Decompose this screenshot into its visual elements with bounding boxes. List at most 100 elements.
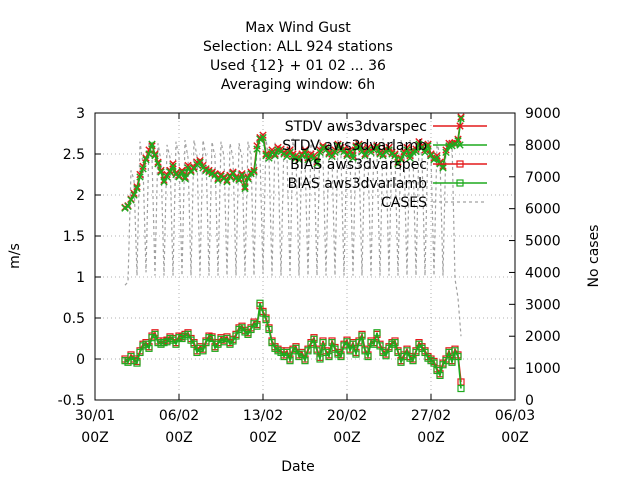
data-point <box>127 196 135 204</box>
x-tick-label: 00Z <box>501 430 528 446</box>
data-point <box>292 344 300 352</box>
x-axis-label: Date <box>281 459 314 475</box>
legend-label: STDV aws3dvarlamb <box>282 138 427 154</box>
data-point <box>322 143 330 152</box>
y-tick-label: 1.5 <box>63 229 85 245</box>
data-point <box>301 357 309 365</box>
data-point <box>169 162 177 170</box>
y-tick-label: 1 <box>76 270 85 286</box>
chart-title: Max Wind Gust Selection: ALL 924 stations… <box>203 20 393 93</box>
data-point <box>190 340 198 348</box>
series-stdv-aws3dvarlamb <box>121 115 465 212</box>
data-point <box>124 202 132 211</box>
data-point <box>313 347 321 355</box>
data-point <box>316 355 324 363</box>
data-point <box>262 316 270 324</box>
x-tick-label: 20/02 <box>327 408 367 424</box>
y2-tick-label: 7000 <box>525 170 561 186</box>
y2-tick-label: 4000 <box>525 265 561 281</box>
x-tick-label: 30/01 <box>75 408 115 424</box>
data-point <box>355 142 363 150</box>
data-point <box>418 143 426 152</box>
y2-axis-label: No cases <box>586 225 602 288</box>
x-tick-label: 00Z <box>249 430 276 446</box>
plot-series <box>121 113 465 393</box>
data-point <box>319 339 327 347</box>
data-point <box>364 352 372 361</box>
data-point <box>271 151 279 160</box>
data-point <box>334 142 342 150</box>
x-tick-label: 27/02 <box>411 408 451 424</box>
y2-tick-label: 9000 <box>525 106 561 122</box>
data-point <box>322 146 330 154</box>
data-point <box>190 165 198 173</box>
data-point <box>145 150 153 158</box>
data-point <box>385 146 393 154</box>
data-point <box>145 344 153 352</box>
data-point <box>403 146 411 154</box>
data-point <box>283 152 291 161</box>
data-point <box>196 156 204 165</box>
data-point <box>361 151 369 160</box>
data-point <box>166 168 174 176</box>
data-point <box>178 168 186 176</box>
series-line <box>124 135 462 337</box>
data-point <box>424 142 432 150</box>
data-point <box>448 358 456 366</box>
legend-label: BIAS aws3dvarlamb <box>288 176 427 192</box>
data-point <box>157 168 165 176</box>
legend-marker <box>456 160 464 168</box>
data-point <box>151 330 159 338</box>
data-point <box>352 350 360 358</box>
data-point <box>457 113 465 121</box>
data-point <box>310 154 318 162</box>
data-point <box>457 384 465 393</box>
title-line: Max Wind Gust <box>245 20 351 36</box>
data-point <box>340 147 348 156</box>
data-point <box>286 148 294 157</box>
data-point <box>238 171 246 180</box>
data-point <box>211 169 219 178</box>
data-point <box>454 352 462 361</box>
data-point <box>214 176 222 184</box>
data-point <box>295 156 303 164</box>
legend-marker <box>456 179 464 187</box>
y2-tick-label: 0 <box>525 393 534 409</box>
data-point <box>349 154 357 162</box>
data-point <box>163 173 171 181</box>
data-point <box>358 147 366 156</box>
y2-tick-label: 6000 <box>525 202 561 218</box>
data-point <box>175 173 183 181</box>
data-point <box>385 143 393 152</box>
x-tick-label: 00Z <box>165 430 192 446</box>
data-point <box>391 151 399 160</box>
data-point <box>331 148 339 157</box>
data-point <box>346 146 354 154</box>
data-point <box>244 174 252 183</box>
data-point <box>250 168 258 176</box>
data-point <box>328 152 336 161</box>
data-point <box>382 352 390 360</box>
data-point <box>184 164 192 172</box>
title-line: Used {12} + 01 02 ... 36 <box>210 58 386 74</box>
data-point <box>238 169 246 178</box>
data-point <box>406 154 414 162</box>
data-point <box>286 357 294 365</box>
data-point <box>151 151 159 160</box>
data-point <box>397 156 405 164</box>
data-point <box>259 133 267 142</box>
y2-tick-label: 2000 <box>525 329 561 345</box>
data-point <box>454 137 462 145</box>
series-cases <box>124 135 462 337</box>
data-point <box>313 160 321 168</box>
data-point <box>442 148 450 157</box>
data-point <box>436 371 444 379</box>
data-point <box>439 164 447 172</box>
x-tick-label: 06/03 <box>495 408 535 424</box>
y2-tick-label: 8000 <box>525 138 561 154</box>
data-point <box>433 151 441 160</box>
data-point <box>160 178 168 186</box>
y2-tick-label: 1000 <box>525 361 561 377</box>
x-tick-label: 06/02 <box>159 408 199 424</box>
data-point <box>427 151 435 160</box>
